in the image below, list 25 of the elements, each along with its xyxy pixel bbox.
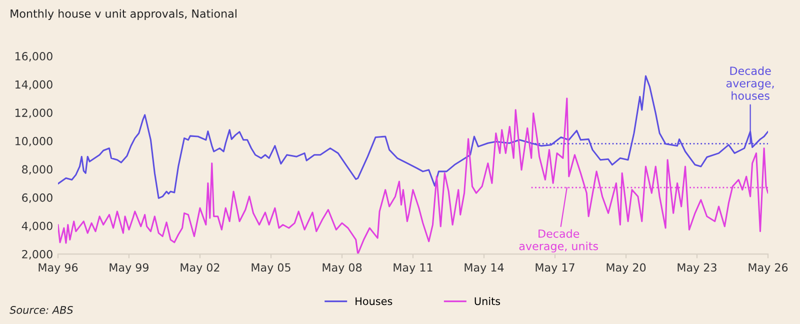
y-tick-label: 8,000 xyxy=(22,165,52,175)
x-tick-label: May 11 xyxy=(394,263,432,274)
y-tick-label: 16,000 xyxy=(15,52,52,62)
y-tick-label: 10,000 xyxy=(15,136,52,146)
x-tick-label: May 02 xyxy=(180,263,220,274)
x-tick-label: May 20 xyxy=(606,263,646,274)
y-tick-label: 2,000 xyxy=(22,250,52,260)
annotation: Decade average, units xyxy=(519,229,598,252)
y-tick-label: 6,000 xyxy=(22,193,52,203)
x-tick-label: May 17 xyxy=(536,263,574,274)
y-tick-label: 12,000 xyxy=(15,108,52,118)
x-tick-label: May 14 xyxy=(464,263,504,274)
x-tick-label: May 05 xyxy=(252,263,290,274)
annotation: Decade average, houses xyxy=(726,66,774,100)
chart-title: Monthly house v unit approvals, National xyxy=(10,9,236,20)
x-tick-label: May 96 xyxy=(38,263,78,274)
legend-label: Units xyxy=(474,297,500,306)
y-tick-label: 14,000 xyxy=(15,80,52,90)
source-note: Source: ABS xyxy=(10,306,73,314)
x-tick-label: May 08 xyxy=(322,263,362,274)
x-tick-label: May 99 xyxy=(110,263,148,274)
x-tick-label: May 23 xyxy=(678,263,716,274)
x-tick-label: May 26 xyxy=(748,263,788,274)
y-tick-label: 4,000 xyxy=(22,222,52,232)
legend-label: Houses xyxy=(356,297,392,306)
